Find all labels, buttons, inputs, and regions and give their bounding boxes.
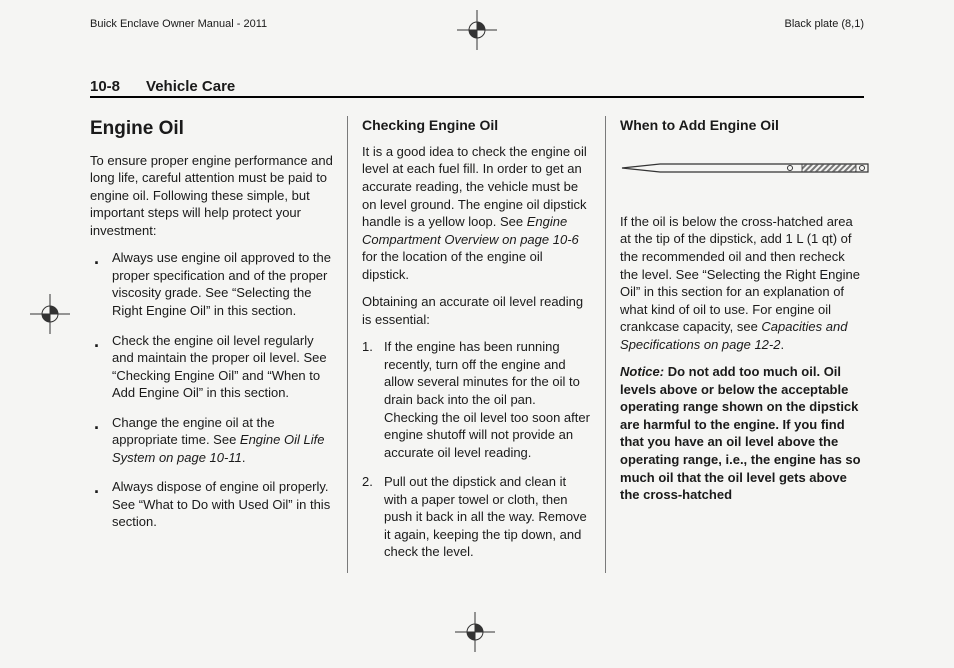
list-item: Change the engine oil at the appropriate… xyxy=(90,414,333,467)
page-number: 10-8 xyxy=(90,78,120,95)
page-header: 10-8 Vehicle Care xyxy=(90,78,235,95)
subheading-when-to-add: When to Add Engine Oil xyxy=(620,116,864,135)
checking-oil-steps: If the engine has been running recently,… xyxy=(362,338,591,561)
content-columns: Engine Oil To ensure proper engine perfo… xyxy=(90,116,864,573)
checking-oil-p1: It is a good idea to check the engine oi… xyxy=(362,143,591,283)
plate-label: Black plate (8,1) xyxy=(785,18,864,30)
reg-mark-bottom xyxy=(455,612,495,652)
list-item: Always use engine oil approved to the pr… xyxy=(90,249,333,319)
column-1: Engine Oil To ensure proper engine perfo… xyxy=(90,116,347,573)
notice-label: Notice: xyxy=(620,364,664,379)
list-item: Pull out the dipstick and clean it with … xyxy=(362,473,591,561)
column-2: Checking Engine Oil It is a good idea to… xyxy=(348,116,605,573)
engine-oil-intro: To ensure proper engine performance and … xyxy=(90,152,333,240)
subheading-checking-oil: Checking Engine Oil xyxy=(362,116,591,135)
reg-mark-left xyxy=(30,294,70,334)
header-rule xyxy=(90,96,864,98)
text-run: for the location of the engine oil dipst… xyxy=(362,249,543,282)
checking-oil-p2: Obtaining an accurate oil level reading … xyxy=(362,293,591,328)
notice-paragraph: Notice: Do not add too much oil. Oil lev… xyxy=(620,363,864,503)
dipstick-illustration xyxy=(620,157,864,185)
reg-mark-top xyxy=(457,10,497,53)
list-item: Check the engine oil level regularly and… xyxy=(90,332,333,402)
text-run: If the oil is below the cross-hatched ar… xyxy=(620,214,860,334)
manual-title: Buick Enclave Owner Manual - 2011 xyxy=(90,18,267,30)
list-item: If the engine has been running recently,… xyxy=(362,338,591,461)
xref: Engine Oil Life System on page 10‑11 xyxy=(112,432,324,465)
text-run: . xyxy=(780,337,784,352)
list-item: Always dispose of engine oil properly. S… xyxy=(90,478,333,531)
chapter-title: Vehicle Care xyxy=(146,78,235,95)
print-header: Buick Enclave Owner Manual - 2011 Black … xyxy=(90,18,864,30)
when-to-add-p1: If the oil is below the cross-hatched ar… xyxy=(620,213,864,353)
column-3: When to Add Engine Oil If the oil is bel… xyxy=(606,116,864,573)
engine-oil-bullet-list: Always use engine oil approved to the pr… xyxy=(90,249,333,531)
notice-body: Do not add too much oil. Oil levels abov… xyxy=(620,364,861,502)
section-title-engine-oil: Engine Oil xyxy=(90,116,333,142)
